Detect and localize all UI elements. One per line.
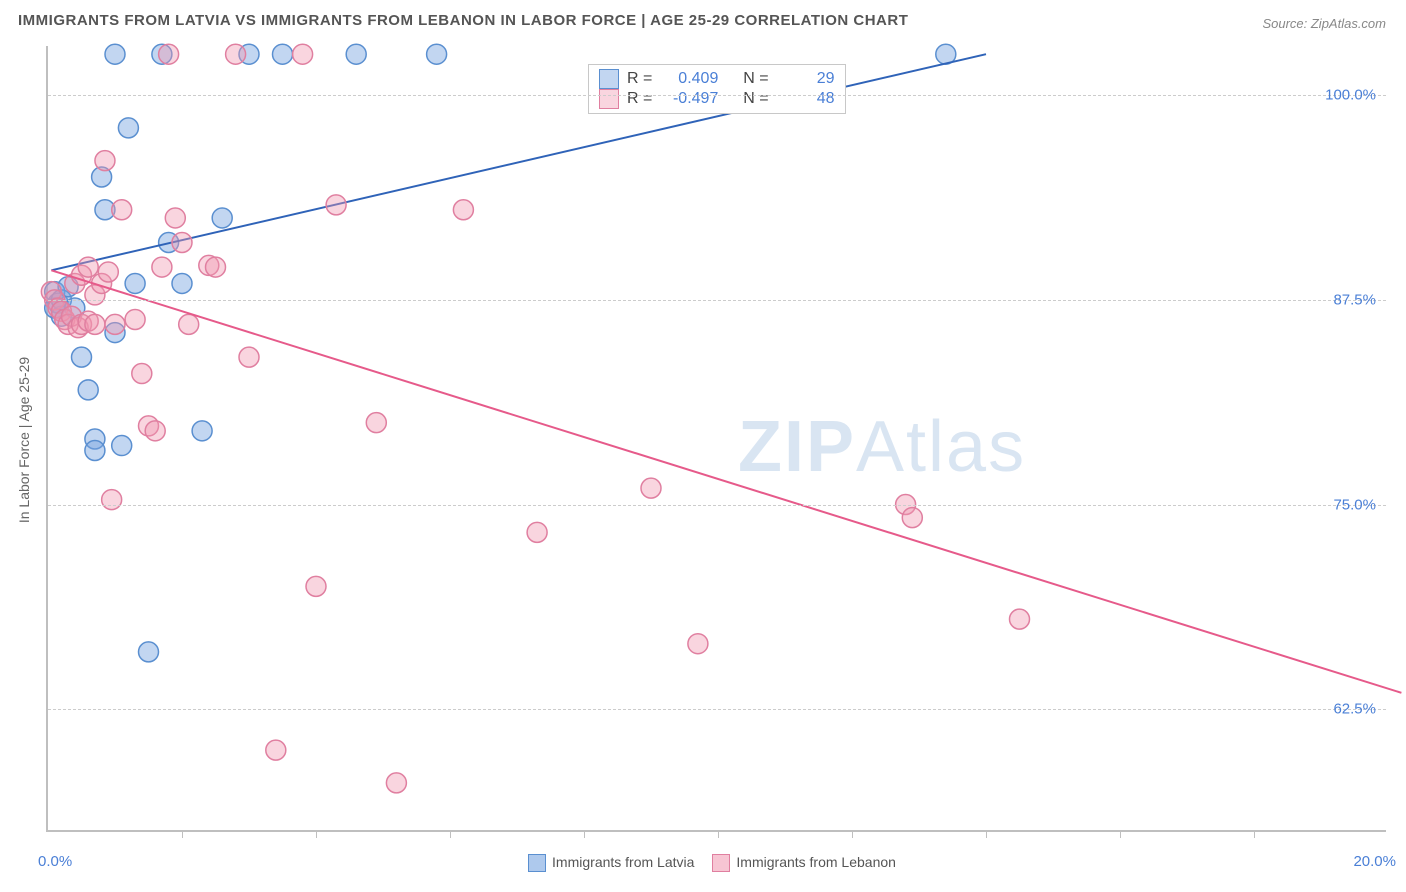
legend-r-value-0: 0.409 <box>660 70 718 88</box>
data-point <box>139 642 159 662</box>
x-tick <box>852 830 853 838</box>
data-point <box>306 576 326 596</box>
legend-n-value-1: 48 <box>777 90 835 108</box>
data-point <box>212 208 232 228</box>
x-tick <box>182 830 183 838</box>
y-tick-label: 87.5% <box>1333 291 1376 308</box>
source-label: Source: <box>1262 16 1310 31</box>
x-tick <box>1254 830 1255 838</box>
data-point <box>98 262 118 282</box>
data-point <box>226 44 246 64</box>
chart-svg <box>48 46 1386 830</box>
data-point <box>95 151 115 171</box>
legend-label: Immigrants from Latvia <box>552 854 694 870</box>
legend-swatch-latvia <box>599 69 619 89</box>
data-point <box>105 314 125 334</box>
data-point <box>427 44 447 64</box>
data-point <box>112 200 132 220</box>
data-point <box>78 380 98 400</box>
data-point <box>179 314 199 334</box>
gridline-h <box>48 505 1386 506</box>
data-point <box>527 522 547 542</box>
data-point <box>105 44 125 64</box>
x-tick <box>1120 830 1121 838</box>
data-point <box>326 195 346 215</box>
plot-area: ZIPAtlas R = 0.409 N = 29 R = -0.497 N =… <box>46 46 1386 832</box>
legend-r-label-1: R = <box>627 90 652 108</box>
x-tick <box>316 830 317 838</box>
data-point <box>78 257 98 277</box>
data-point <box>172 233 192 253</box>
y-tick-label: 100.0% <box>1325 87 1376 104</box>
data-point <box>125 273 145 293</box>
data-point <box>145 421 165 441</box>
data-point <box>641 478 661 498</box>
legend-row-lebanon: R = -0.497 N = 48 <box>599 89 835 109</box>
x-tick <box>450 830 451 838</box>
source-citation: Source: ZipAtlas.com <box>1262 16 1386 31</box>
legend-row-latvia: R = 0.409 N = 29 <box>599 69 835 89</box>
x-tick <box>718 830 719 838</box>
data-point <box>112 436 132 456</box>
data-point <box>125 309 145 329</box>
legend-swatch <box>528 854 546 872</box>
data-point <box>118 118 138 138</box>
data-point <box>102 490 122 510</box>
gridline-h <box>48 95 1386 96</box>
data-point <box>239 347 259 367</box>
data-point <box>85 314 105 334</box>
data-point <box>346 44 366 64</box>
series-legend: Immigrants from Latvia Immigrants from Le… <box>0 854 1406 872</box>
legend-n-value-0: 29 <box>777 70 835 88</box>
gridline-h <box>48 300 1386 301</box>
data-point <box>273 44 293 64</box>
x-tick <box>584 830 585 838</box>
y-axis-label: In Labor Force | Age 25-29 <box>16 357 32 523</box>
data-point <box>165 208 185 228</box>
chart-title: IMMIGRANTS FROM LATVIA VS IMMIGRANTS FRO… <box>18 12 908 29</box>
legend-r-value-1: -0.497 <box>660 90 718 108</box>
data-point <box>172 273 192 293</box>
data-point <box>152 257 172 277</box>
data-point <box>132 364 152 384</box>
data-point <box>688 634 708 654</box>
data-point <box>366 413 386 433</box>
legend-n-label-1: N = <box>743 90 768 108</box>
data-point <box>85 440 105 460</box>
legend-label: Immigrants from Lebanon <box>736 854 896 870</box>
data-point <box>192 421 212 441</box>
source-name: ZipAtlas.com <box>1311 16 1386 31</box>
gridline-h <box>48 709 1386 710</box>
data-point <box>386 773 406 793</box>
data-point <box>72 347 92 367</box>
legend-swatch <box>712 854 730 872</box>
legend-swatch-lebanon <box>599 89 619 109</box>
data-point <box>1010 609 1030 629</box>
correlation-legend: R = 0.409 N = 29 R = -0.497 N = 48 <box>588 64 846 114</box>
data-point <box>159 44 179 64</box>
regression-line <box>51 270 1401 692</box>
legend-r-label-0: R = <box>627 70 652 88</box>
x-tick <box>986 830 987 838</box>
y-tick-label: 75.0% <box>1333 496 1376 513</box>
data-point <box>293 44 313 64</box>
legend-n-label-0: N = <box>743 70 768 88</box>
data-point <box>266 740 286 760</box>
y-tick-label: 62.5% <box>1333 701 1376 718</box>
data-point <box>206 257 226 277</box>
data-point <box>453 200 473 220</box>
data-point <box>902 508 922 528</box>
